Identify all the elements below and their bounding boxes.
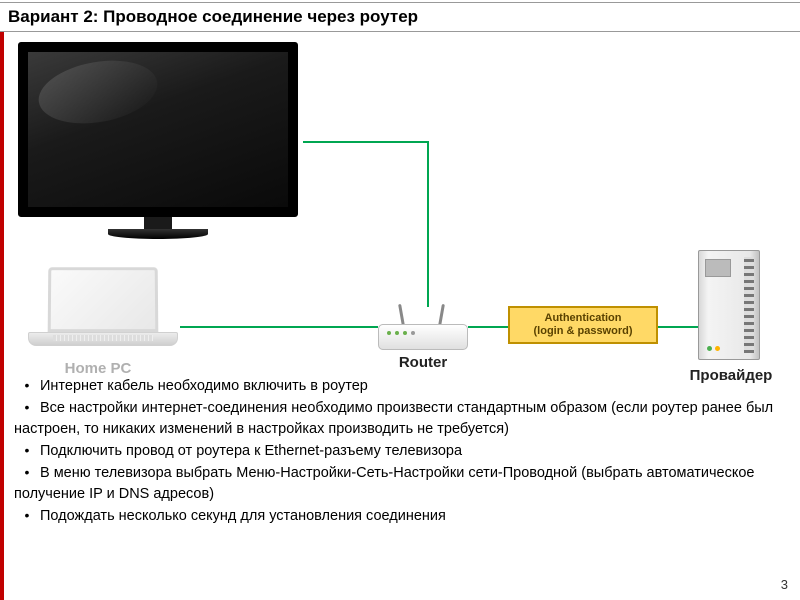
router-device bbox=[378, 302, 468, 352]
laptop-device bbox=[28, 267, 178, 357]
tv-stand-base bbox=[108, 229, 208, 239]
server-status-lights bbox=[707, 346, 712, 351]
instruction-item: Все настройки интернет-соединения необхо… bbox=[14, 397, 786, 440]
router-antenna-left bbox=[398, 304, 405, 326]
page-number: 3 bbox=[781, 577, 788, 592]
accent-stripe bbox=[0, 32, 4, 600]
instruction-item: В меню телевизора выбрать Меню-Настройки… bbox=[14, 462, 786, 505]
laptop-screen bbox=[48, 267, 159, 332]
router-antenna-right bbox=[438, 304, 445, 326]
laptop-base bbox=[28, 332, 178, 346]
instruction-item: Подключить провод от роутера к Ethernet-… bbox=[14, 440, 786, 462]
authentication-box: Authentication (login & password) bbox=[508, 306, 658, 344]
instruction-list: Интернет кабель необходимо включить в ро… bbox=[14, 375, 786, 527]
router-body bbox=[378, 324, 468, 350]
router-label: Router bbox=[378, 354, 468, 371]
instruction-item: Подождать несколько секунд для установле… bbox=[14, 505, 786, 527]
tv-device bbox=[18, 42, 298, 242]
provider-server bbox=[698, 250, 760, 365]
laptop-keyboard bbox=[53, 335, 153, 341]
tv-screen bbox=[18, 42, 298, 217]
server-body bbox=[698, 250, 760, 360]
instruction-item: Интернет кабель необходимо включить в ро… bbox=[14, 375, 786, 397]
title-bar: Вариант 2: Проводное соединение через ро… bbox=[0, 2, 800, 32]
wire-tv-router bbox=[303, 142, 428, 307]
auth-line2: (login & password) bbox=[516, 325, 650, 338]
server-panel bbox=[705, 259, 731, 277]
auth-line1: Authentication bbox=[516, 312, 650, 325]
slide-title: Вариант 2: Проводное соединение через ро… bbox=[8, 7, 792, 27]
tv-stand-neck bbox=[144, 217, 172, 229]
server-drive-bays bbox=[744, 257, 754, 353]
network-diagram: Authentication (login & password) Home P… bbox=[8, 32, 792, 372]
